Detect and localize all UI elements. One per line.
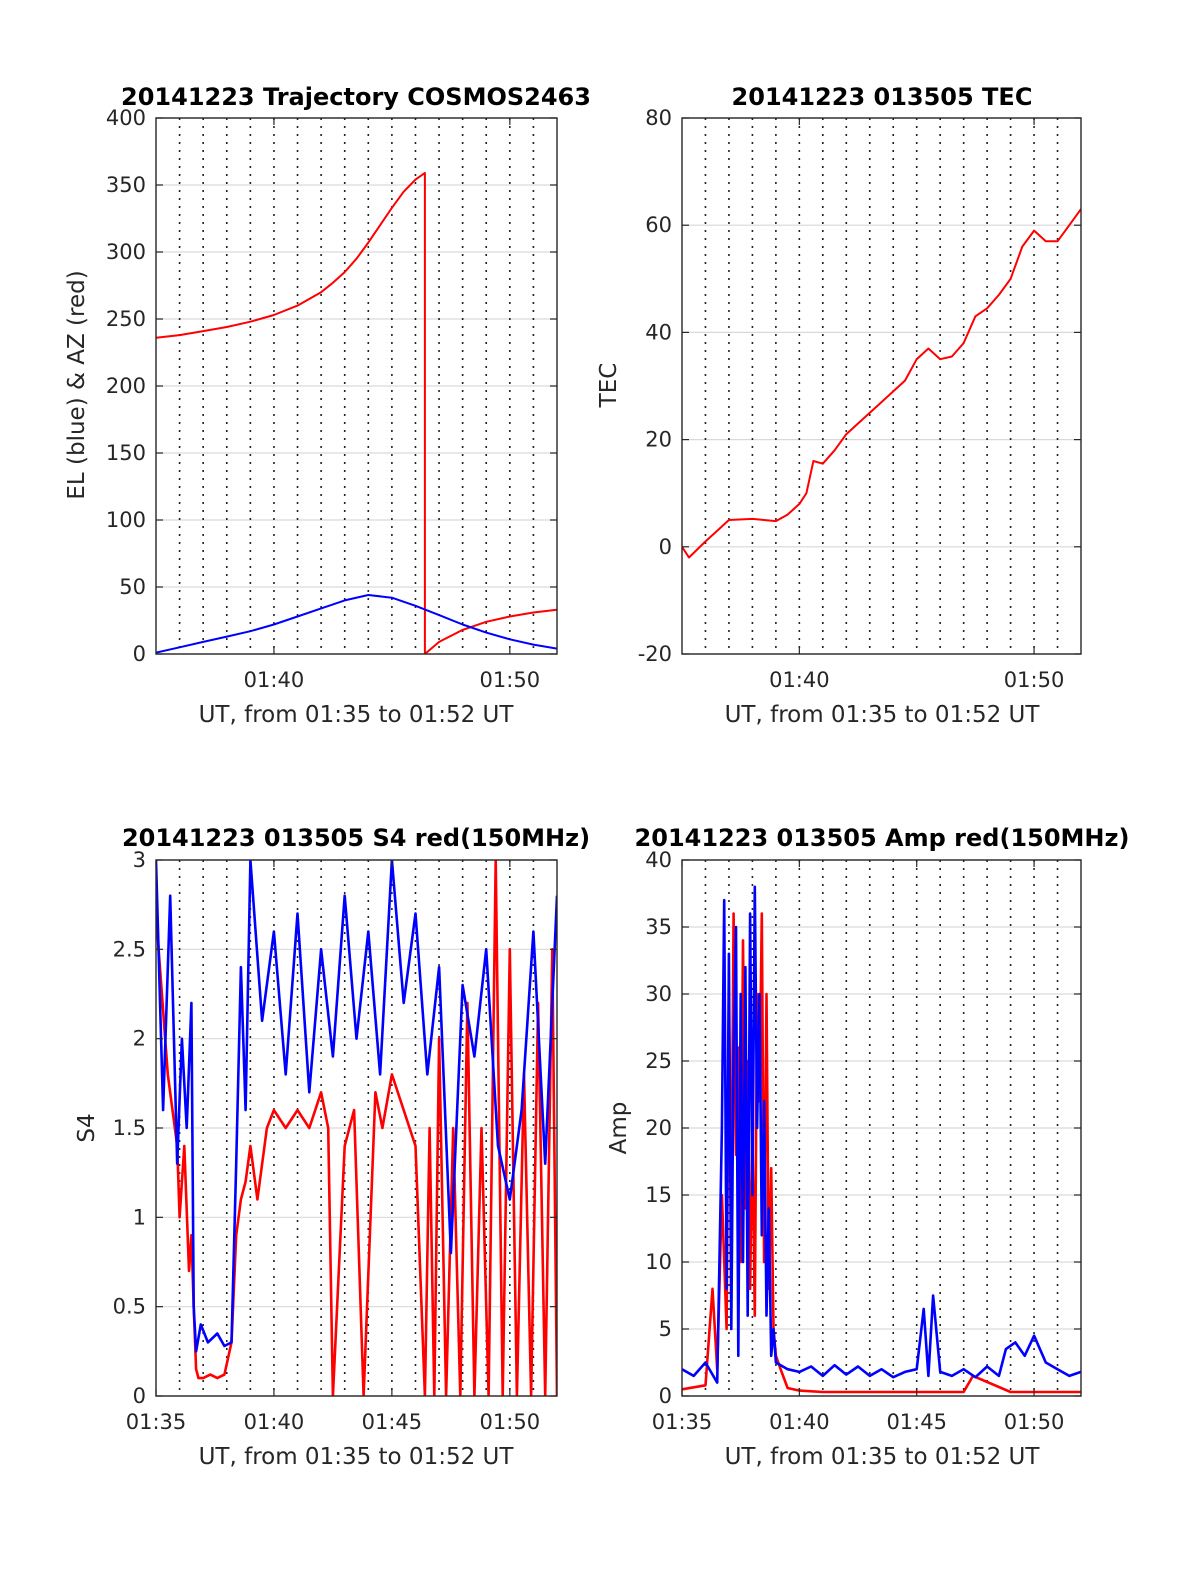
panel-tec: -20 0 20 40 60 80 01:40 01:50 20141223 013505 T… <box>596 83 1082 728</box>
amp-ytick-label: 30 <box>645 982 672 1006</box>
trajectory-xlabel: UT, from 01:35 to 01:52 UT <box>199 702 515 728</box>
amp-ytick-label: 25 <box>645 1049 672 1073</box>
amp-ytick-label: 35 <box>645 915 672 939</box>
tec-ylabel: TEC <box>596 363 622 409</box>
s4-xlabel: UT, from 01:35 to 01:52 UT <box>199 1444 515 1470</box>
s4-ytick-label: 2.5 <box>113 937 146 961</box>
amp-xtick-label: 01:45 <box>886 1410 947 1434</box>
trajectory-ytick-label: 300 <box>106 240 146 264</box>
tec-axes-frame <box>681 117 1082 655</box>
tec-ytick-label: 60 <box>645 213 672 237</box>
s4-series-1 <box>156 860 557 1396</box>
trajectory-ytick-label: 150 <box>106 441 146 465</box>
s4-series-2 <box>156 860 557 1353</box>
s4-ytick-label: 1 <box>133 1205 146 1229</box>
s4-xtick-label: 01:45 <box>362 1410 423 1434</box>
trajectory-xtick-label: 01:50 <box>480 668 541 692</box>
trajectory-ytick-label: 200 <box>106 374 146 398</box>
amp-ytick-label: 5 <box>659 1317 672 1341</box>
s4-ytick-label: 0 <box>133 1384 146 1408</box>
tec-ytick-label: 40 <box>645 320 672 344</box>
amp-title: 20141223 013505 Amp red(150MHz) <box>635 824 1130 852</box>
s4-xtick-label: 01:50 <box>480 1410 541 1434</box>
amp-ytick-label: 20 <box>645 1116 672 1140</box>
s4-title: 20141223 013505 S4 red(150MHz) <box>122 824 590 852</box>
trajectory-title: 20141223 Trajectory COSMOS2463 <box>121 83 591 111</box>
s4-xtick-label: 01:35 <box>126 1410 187 1434</box>
amp-xtick-label: 01:50 <box>1004 1410 1065 1434</box>
amp-xlabel: UT, from 01:35 to 01:52 UT <box>725 1444 1041 1470</box>
s4-ytick-label: 3 <box>133 848 146 872</box>
amp-xtick-label: 01:35 <box>652 1410 713 1434</box>
trajectory-ytick-label: 50 <box>119 575 146 599</box>
amp-plot-area: 0 5 10 15 20 25 30 35 40 01:35 01:40 01:45 01:50 <box>645 848 1082 1434</box>
amp-ytick-label: 10 <box>645 1250 672 1274</box>
s4-ylabel: S4 <box>74 1113 100 1142</box>
amp-ytick-label: 15 <box>645 1183 672 1207</box>
amp-ytick-label: 0 <box>659 1384 672 1408</box>
tec-ytick-label: -20 <box>638 642 672 666</box>
trajectory-ytick-label: 250 <box>106 307 146 331</box>
trajectory-ytick-label: 400 <box>106 106 146 130</box>
s4-ytick-label: 0.5 <box>113 1295 146 1319</box>
trajectory-series-1 <box>156 171 557 654</box>
trajectory-ylabel: EL (blue) & AZ (red) <box>64 270 90 499</box>
s4-plot-area: 0 0.5 1 1.5 2 2.5 3 01:35 01:40 01:45 01:50 <box>113 848 558 1434</box>
s4-ytick-label: 2 <box>133 1027 146 1051</box>
tec-ytick-label: 0 <box>659 535 672 559</box>
trajectory-ytick-label: 350 <box>106 173 146 197</box>
tec-series-1 <box>682 208 1081 559</box>
tec-xtick-label: 01:40 <box>769 668 830 692</box>
s4-xtick-label: 01:40 <box>244 1410 305 1434</box>
trajectory-ytick-label: 0 <box>133 642 146 666</box>
panel-trajectory: 0 50 100 150 200 250 300 350 400 01:40 01:50 20141… <box>64 83 591 728</box>
tec-title: 20141223 013505 TEC <box>732 83 1033 111</box>
trajectory-ytick-label: 100 <box>106 508 146 532</box>
panel-s4: 0 0.5 1 1.5 2 2.5 3 01:35 01:40 01:45 01:50 201412… <box>74 824 590 1470</box>
tec-xtick-label: 01:50 <box>1004 668 1065 692</box>
amp-ytick-label: 40 <box>645 848 672 872</box>
trajectory-plot-area: 0 50 100 150 200 250 300 350 400 01:40 01:50 <box>106 106 558 692</box>
tec-ytick-label: 20 <box>645 428 672 452</box>
tec-xlabel: UT, from 01:35 to 01:52 UT <box>725 702 1041 728</box>
panel-amp: 0 5 10 15 20 25 30 35 40 01:35 01:40 01:45 01:50 201… <box>606 824 1129 1470</box>
tec-plot-area: -20 0 20 40 60 80 01:40 01:50 <box>638 106 1082 692</box>
trajectory-xtick-label: 01:40 <box>244 668 305 692</box>
amp-xtick-label: 01:40 <box>769 1410 830 1434</box>
s4-ytick-label: 1.5 <box>113 1116 146 1140</box>
amp-series-2 <box>682 885 1081 1384</box>
tec-ytick-label: 80 <box>645 106 672 130</box>
trajectory-series-2 <box>156 594 557 654</box>
amp-ylabel: Amp <box>606 1102 632 1155</box>
